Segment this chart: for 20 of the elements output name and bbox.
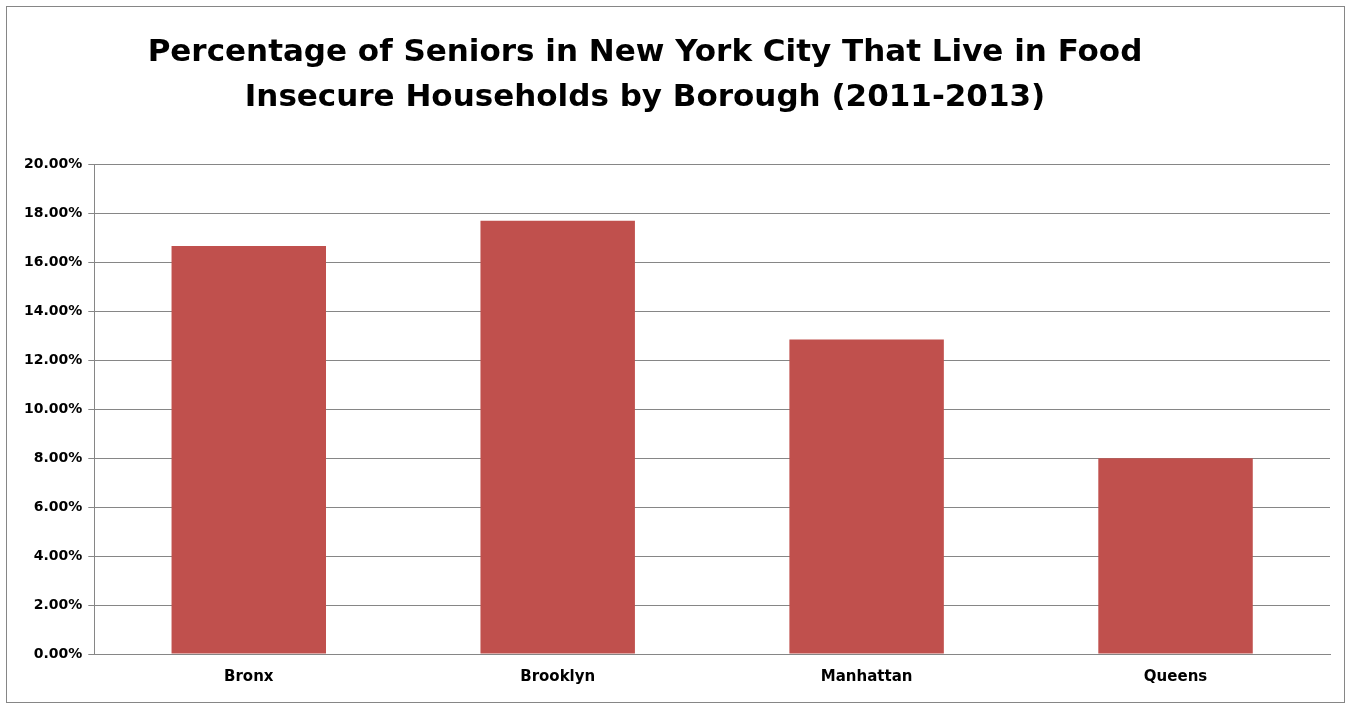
y-tick-label: 18.00% — [24, 204, 83, 220]
bar — [1098, 458, 1253, 654]
x-tick-label: Queens — [1143, 666, 1208, 685]
bar — [171, 245, 326, 654]
y-tick-label: 12.00% — [24, 350, 83, 367]
bar — [789, 339, 944, 654]
y-tick-label: 14.00% — [24, 301, 83, 318]
x-tick-label: Manhattan — [820, 666, 913, 685]
x-tick-label: Bronx — [224, 666, 274, 685]
y-tick-label: 6.00% — [33, 497, 83, 514]
y-tick-label: 10.00% — [24, 399, 83, 416]
chart-title: Percentage of Seniors in New York City That Live in Food Insecure Households by Borough (2011-2013) — [146, 31, 1144, 115]
y-tick-label: 20.00% — [24, 155, 83, 172]
y-tick-label: 8.00% — [33, 448, 83, 465]
y-tick-label: 0.00% — [33, 644, 83, 661]
y-tick-label: 16.00% — [24, 252, 83, 269]
y-tick-label: 4.00% — [33, 546, 83, 563]
y-tick-label: 2.00% — [33, 595, 83, 612]
bar — [480, 220, 635, 654]
x-tick-label: Brooklyn — [520, 666, 596, 685]
